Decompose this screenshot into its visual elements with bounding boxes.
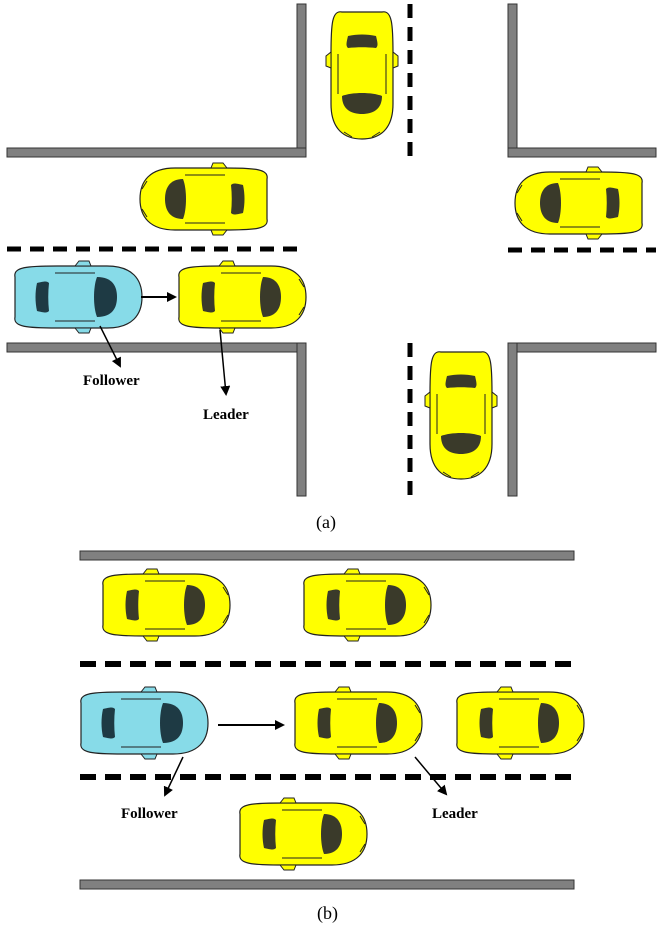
blue-car-icon [80,686,209,760]
blue-car-icon [14,260,143,334]
lane-markings-b [80,661,574,780]
caption-a: (a) [316,512,336,533]
yellow-car-icon [456,686,585,760]
caption-b: (b) [317,903,338,924]
leader-label: Leader [432,806,478,822]
arrow-icon [414,756,448,796]
yellow-car-icon [424,351,498,480]
arrow-icon [219,329,231,396]
road-edges-a [6,3,657,497]
arrow-icon [163,756,184,797]
yellow-car-icon [178,260,307,334]
yellow-car-icon [139,162,268,236]
follower-label: Follower [121,806,178,822]
lane-markings-a [7,4,656,496]
yellow-car-icon [294,686,423,760]
panel-b: Follower Leader (b) [79,550,585,924]
arrow-icon [99,325,121,368]
yellow-car-icon [325,11,399,140]
yellow-car-icon [102,568,231,642]
yellow-car-icon [303,568,432,642]
leader-label: Leader [203,407,249,423]
follower-label: Follower [83,373,140,389]
panel-a: Follower Leader (a) [6,3,657,533]
yellow-car-icon [239,797,368,871]
yellow-car-icon [514,166,643,240]
road-edges-b [79,550,575,890]
